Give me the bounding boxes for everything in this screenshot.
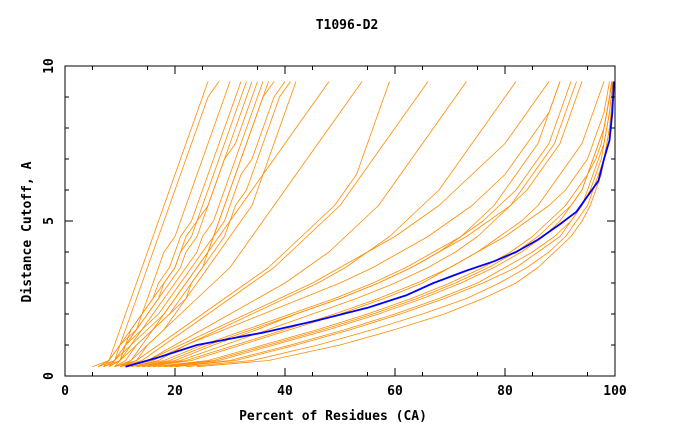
y-axis-label: Distance Cutoff, A xyxy=(20,161,35,302)
ticks-layer: 0 20 40 60 80 100 0 5 10 xyxy=(42,58,627,399)
model-line-34 xyxy=(125,81,561,368)
x-tick-label-40: 40 xyxy=(277,384,293,399)
model-line-26 xyxy=(174,81,614,368)
model-line-10 xyxy=(103,81,209,367)
model-line-13 xyxy=(108,81,242,368)
model-line-20 xyxy=(119,81,550,368)
model-line-27 xyxy=(152,81,613,368)
y-tick-label-0: 0 xyxy=(42,372,57,380)
model-line-18 xyxy=(114,81,390,368)
model-line-9 xyxy=(119,81,269,368)
model-line-21 xyxy=(136,81,561,368)
model-line-6 xyxy=(97,81,247,368)
model-line-32 xyxy=(169,81,614,368)
series-layer xyxy=(92,81,615,368)
model-line-28 xyxy=(185,81,615,368)
model-line-8 xyxy=(108,81,258,367)
model-line-14 xyxy=(119,81,330,368)
model-line-16 xyxy=(119,81,429,368)
x-tick-label-0: 0 xyxy=(61,384,69,399)
chart-title: T1096-D2 xyxy=(316,18,379,33)
x-tick-label-100: 100 xyxy=(603,384,627,399)
model-line-11 xyxy=(108,81,220,367)
model-line-12 xyxy=(114,81,231,367)
y-tick-label-5: 5 xyxy=(42,217,57,225)
x-tick-label-80: 80 xyxy=(497,384,513,399)
x-tick-label-60: 60 xyxy=(387,384,403,399)
model-line-7 xyxy=(103,81,297,368)
model-line-29 xyxy=(196,81,614,368)
x-axis-label: Percent of Residues (CA) xyxy=(239,409,427,424)
model-line-15 xyxy=(114,81,363,368)
model-line-2 xyxy=(103,81,286,368)
model-line-31 xyxy=(158,81,613,368)
model-line-4 xyxy=(108,81,264,368)
model-line-33 xyxy=(136,81,583,368)
x-tick-label-20: 20 xyxy=(167,384,183,399)
model-line-24 xyxy=(147,81,605,368)
model-line-19 xyxy=(130,81,517,368)
model-line-23 xyxy=(130,81,572,368)
y-tick-label-10: 10 xyxy=(42,58,57,74)
model-line-17 xyxy=(125,81,467,368)
model-line-30 xyxy=(141,81,610,368)
model-line-22 xyxy=(141,81,577,368)
highlight-line xyxy=(125,81,615,368)
